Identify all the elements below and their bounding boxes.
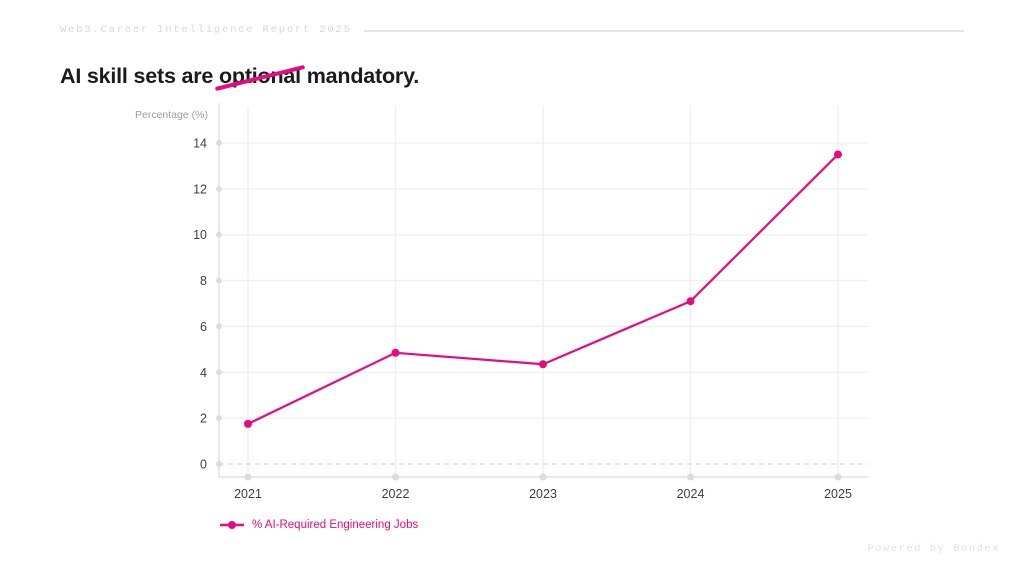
svg-text:0: 0 [200,458,207,472]
svg-text:2022: 2022 [382,487,410,501]
svg-text:2025: 2025 [824,487,852,501]
data-points [244,150,842,428]
x-gridlines [247,106,839,477]
svg-text:14: 14 [193,137,207,151]
legend-label: % AI-Required Engineering Jobs [252,519,419,531]
y-axis-title: Percentage (%) [135,109,208,121]
svg-text:10: 10 [193,228,207,242]
svg-text:6: 6 [200,320,207,334]
svg-text:12: 12 [193,182,207,196]
svg-text:4: 4 [200,366,207,380]
title-post: mandatory. [300,64,420,89]
title-pre: AI skill sets are [60,64,219,89]
y-tick-labels: 0 2 4 6 8 10 12 14 [193,137,207,472]
svg-text:2023: 2023 [529,487,557,501]
svg-text:8: 8 [200,274,207,288]
page-title: AI skill sets are optional mandatory. [60,64,420,91]
powered-by: Powered by Bondex [867,543,1000,555]
legend-marker-icon [220,521,244,529]
chart-legend: % AI-Required Engineering Jobs [219,519,418,531]
svg-text:2021: 2021 [234,487,262,501]
report-header: Web3.Career Intelligence Report 2025 [60,22,964,38]
header-rule [363,29,964,32]
y-gridlines [219,142,868,419]
svg-text:2024: 2024 [677,487,705,501]
svg-text:2: 2 [200,412,207,426]
axis-dots [216,140,842,481]
title-struck-word: optional [214,64,305,91]
report-title: Web3.Career Intelligence Report 2025 [60,24,352,36]
x-tick-labels: 2021 2022 2023 2024 2025 [234,487,852,501]
